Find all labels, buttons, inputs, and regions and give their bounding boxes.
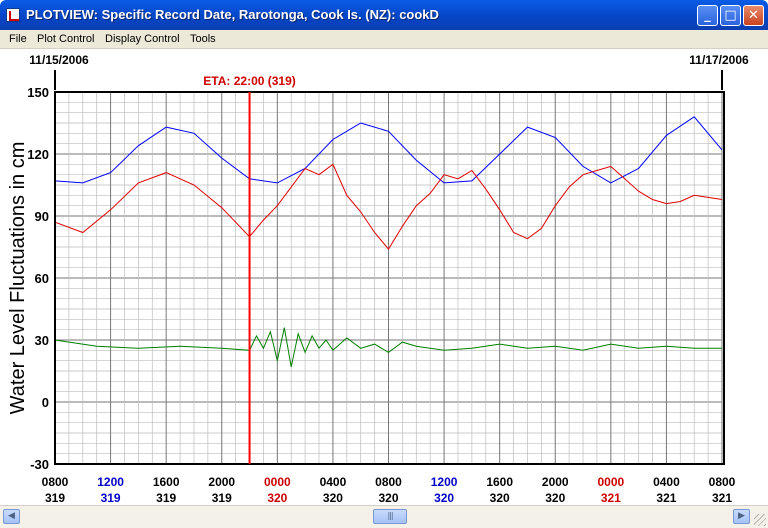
- scroll-right-button[interactable]: ▶: [733, 509, 750, 524]
- x-tick-time: 1200: [431, 475, 458, 489]
- y-tick-label: 120: [27, 147, 49, 162]
- x-tick-day: 319: [212, 491, 232, 505]
- x-tick-time: 0800: [42, 475, 69, 489]
- x-tick-time: 2000: [208, 475, 235, 489]
- menu-tools[interactable]: Tools: [190, 33, 216, 45]
- chart-series: [54, 116, 723, 368]
- x-tick-time: 0800: [709, 475, 736, 489]
- x-tick-day: 320: [323, 491, 343, 505]
- x-tick-day: 321: [656, 491, 676, 505]
- x-tick-day: 320: [545, 491, 565, 505]
- title-bar: PLOTVIEW: Specific Record Date, Rarotong…: [0, 0, 768, 30]
- y-tick-label: 90: [35, 209, 49, 224]
- x-tick-time: 2000: [542, 475, 569, 489]
- scroll-thumb[interactable]: |||: [373, 509, 407, 524]
- x-tick-time: 1600: [486, 475, 513, 489]
- y-axis-ticks: 150 120 90 60 30 0 -30: [27, 85, 49, 472]
- menu-bar: File Plot Control Display Control Tools: [0, 30, 768, 49]
- menu-file[interactable]: File: [9, 33, 27, 45]
- minimize-button[interactable]: _: [697, 5, 718, 26]
- date-end-label: 11/17/2006: [689, 53, 749, 67]
- x-tick-time: 1600: [153, 475, 180, 489]
- x-tick-time: 0800: [375, 475, 402, 489]
- x-tick-day: 319: [101, 491, 121, 505]
- x-tick-time: 0000: [597, 475, 624, 489]
- resize-grip[interactable]: [754, 514, 766, 526]
- y-tick-label: 0: [42, 395, 49, 410]
- x-tick-day: 320: [267, 491, 287, 505]
- x-tick-time: 1200: [97, 475, 124, 489]
- y-tick-label: 30: [35, 333, 49, 348]
- maximize-button[interactable]: □: [720, 5, 741, 26]
- app-icon[interactable]: [6, 8, 20, 22]
- x-tick-time: 0400: [320, 475, 347, 489]
- y-tick-label: -30: [30, 457, 49, 472]
- menu-display-control[interactable]: Display Control: [105, 33, 180, 45]
- x-tick-time: 0400: [653, 475, 680, 489]
- tide-chart: 150 120 90 60 30 0 -30 0800 319 1200 319 1600 319 20…: [7, 53, 749, 505]
- eta-label: ETA: 22:00 (319): [203, 74, 295, 88]
- x-tick-day: 320: [434, 491, 454, 505]
- plot-frame: [54, 91, 725, 465]
- residual-line: [54, 327, 722, 368]
- observed-tide-line: [54, 163, 723, 250]
- y-tick-label: 150: [27, 85, 49, 100]
- x-tick-day: 320: [490, 491, 510, 505]
- menu-plot-control[interactable]: Plot Control: [37, 33, 95, 45]
- date-start-label: 11/15/2006: [29, 53, 89, 67]
- horizontal-scrollbar[interactable]: ◀ ||| ▶: [0, 505, 768, 528]
- x-tick-day: 321: [712, 491, 732, 505]
- scroll-left-button[interactable]: ◀: [3, 509, 20, 524]
- x-tick-day: 321: [601, 491, 621, 505]
- chart-grid: [54, 91, 723, 465]
- y-axis-label: Water Level Fluctuations in cm: [7, 142, 29, 415]
- x-axis-ticks: 0800 319 1200 319 1600 319 2000 319 0000 320 0400 3…: [42, 475, 736, 505]
- y-tick-label: 60: [35, 271, 49, 286]
- x-tick-day: 319: [156, 491, 176, 505]
- x-tick-time: 0000: [264, 475, 291, 489]
- window-title: PLOTVIEW: Specific Record Date, Rarotong…: [26, 7, 439, 22]
- x-tick-day: 320: [378, 491, 398, 505]
- predicted-tide-line: [54, 116, 723, 184]
- x-tick-day: 319: [45, 491, 65, 505]
- close-button[interactable]: ✕: [743, 5, 764, 26]
